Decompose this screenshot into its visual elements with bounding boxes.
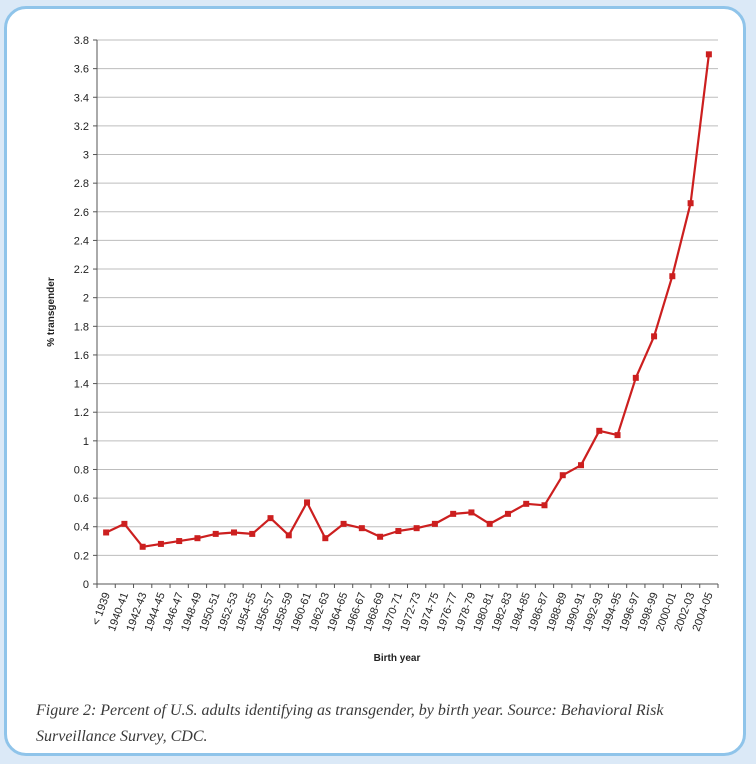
data-point [614, 432, 621, 439]
data-point [431, 520, 438, 527]
y-tick-label: 3.2 [74, 121, 89, 133]
data-point [340, 520, 347, 527]
axes [93, 39, 719, 588]
y-tick-label: 0.2 [74, 550, 89, 562]
y-tick-label: 1.6 [74, 350, 89, 362]
data-point [121, 520, 128, 527]
data-point [139, 543, 146, 550]
figure-caption: Figure 2: Percent of U.S. adults identif… [36, 702, 664, 745]
data-point [632, 374, 639, 381]
y-tick-label: 1.2 [74, 407, 89, 419]
series [103, 51, 712, 550]
data-point [504, 510, 511, 517]
y-tick-label: 3.4 [74, 92, 89, 104]
data-point [304, 499, 311, 506]
data-point [103, 529, 110, 536]
y-tick-label: 2 [83, 293, 89, 305]
y-tick-label: 3 [83, 150, 89, 162]
data-point [176, 538, 183, 545]
data-point [523, 500, 530, 507]
y-tick-label: 2.2 [74, 264, 89, 276]
y-tick-label: 1 [83, 436, 89, 448]
data-point [358, 525, 365, 532]
data-point [541, 502, 548, 509]
y-tick-label: 2.6 [74, 207, 89, 219]
data-point [230, 529, 237, 536]
data-point [395, 528, 402, 535]
data-point [157, 540, 164, 547]
data-point [486, 520, 493, 527]
data-point [669, 273, 676, 280]
y-tick-label: 1.4 [74, 379, 89, 391]
data-point [687, 200, 694, 207]
y-tick-label: 3.8 [74, 35, 89, 47]
data-point [267, 515, 274, 522]
data-point [212, 530, 219, 537]
y-tick-label: 2.8 [74, 178, 89, 190]
data-point [194, 535, 201, 542]
y-axis-label: % transgender [46, 277, 57, 347]
data-point [413, 525, 420, 532]
y-tick-label: 2.4 [74, 235, 89, 247]
x-tick-labels: < 19391940-411942-431944-451946-471948-4… [90, 591, 716, 633]
data-point [651, 333, 658, 340]
data-point [450, 510, 457, 517]
series-line [105, 54, 710, 548]
data-point [705, 51, 712, 58]
data-point [322, 535, 329, 542]
data-point [377, 533, 384, 540]
y-tick-label: 0 [83, 579, 89, 591]
y-tick-labels: 0 0.2 0.4 0.6 0.8 1 1.2 1.4 1.6 1.8 2 2.2 2.4 2.6 2.8 3… [74, 35, 89, 591]
data-point [468, 509, 475, 516]
y-tick-label: 0.4 [74, 522, 89, 534]
data-point [596, 427, 603, 434]
y-tick-label: 1.8 [74, 321, 89, 333]
gridlines [97, 39, 718, 556]
data-point [578, 462, 585, 469]
x-axis-label: Birth year [374, 653, 421, 664]
y-tick-label: 3.6 [74, 64, 89, 76]
y-tick-label: 0.8 [74, 464, 89, 476]
data-point [249, 530, 256, 537]
figure-card [4, 6, 746, 756]
y-tick-label: 0.6 [74, 493, 89, 505]
data-point [285, 532, 292, 539]
data-point [559, 472, 566, 479]
